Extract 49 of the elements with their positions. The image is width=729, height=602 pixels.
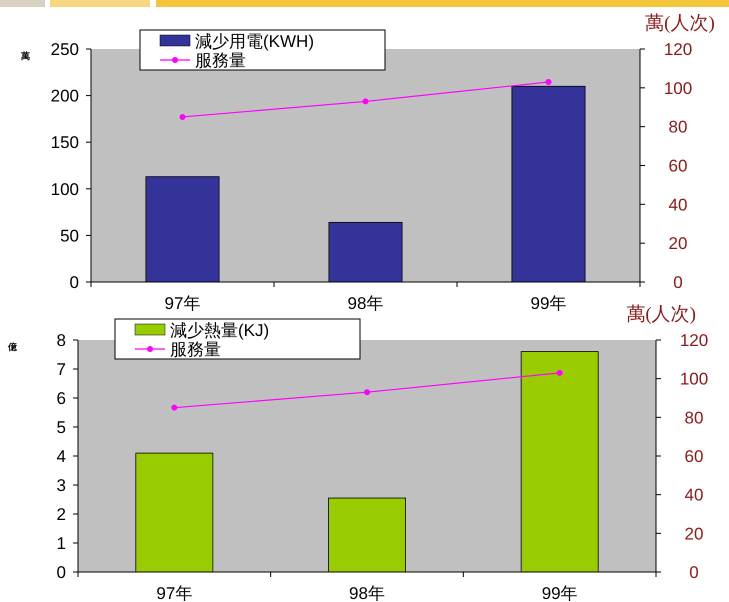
legend-label: 服務量 (170, 340, 221, 359)
y-axis-title: 億 (7, 342, 18, 352)
y2-tick-label: 60 (684, 447, 704, 466)
y-tick-label: 8 (56, 331, 66, 350)
point (171, 404, 178, 411)
y-tick-label: 200 (50, 86, 79, 106)
y2-tick-label: 20 (668, 234, 688, 254)
y2-tick-label: 80 (668, 118, 688, 137)
legend-label: 減少熱量(KJ) (170, 321, 270, 340)
x-tick-label: 97年 (164, 294, 200, 313)
y2-tick-label: 80 (684, 408, 704, 428)
y-tick-label: 6 (56, 389, 66, 408)
y-tick-label: 250 (50, 40, 79, 59)
y-tick-label: 0 (56, 563, 66, 582)
y-tick-label: 50 (60, 226, 79, 246)
y-tick-label: 5 (56, 418, 66, 437)
y2-tick-label: 0 (673, 273, 683, 292)
y2-tick-label: 20 (684, 524, 704, 544)
point (180, 114, 186, 120)
y-tick-label: 0 (70, 273, 79, 292)
x-tick-label: 98年 (348, 294, 384, 313)
point (556, 370, 563, 376)
point (364, 389, 370, 396)
y2-tick-label: 120 (680, 331, 708, 350)
y2-axis-title: 萬(人次) (626, 304, 696, 325)
y2-tick-label: 100 (664, 78, 692, 98)
y-tick-label: 3 (56, 476, 66, 495)
y2-tick-label: 60 (668, 156, 688, 176)
y-tick-label: 4 (56, 447, 66, 466)
y-tick-label: 150 (50, 133, 79, 152)
x-tick-label: 99年 (530, 294, 566, 313)
x-tick-label: 99年 (542, 584, 578, 602)
y-axis-title: 萬 (20, 51, 30, 61)
x-tick-label: 97年 (156, 584, 192, 602)
y2-tick-label: 40 (684, 486, 704, 505)
y2-tick-label: 120 (664, 40, 692, 59)
y2-tick-label: 0 (689, 563, 699, 582)
y2-tick-label: 100 (680, 370, 708, 389)
y-tick-label: 7 (56, 360, 66, 379)
legend-label: 服務量 (195, 51, 246, 70)
y-tick-label: 2 (56, 505, 66, 524)
point (362, 98, 368, 104)
y-tick-label: 100 (50, 180, 79, 199)
legend-label: 減少用電(KWH) (195, 32, 314, 51)
x-tick-label: 98年 (349, 584, 385, 602)
y2-axis-title: 萬(人次) (645, 13, 715, 34)
y2-tick-label: 40 (668, 195, 688, 214)
point (546, 79, 552, 86)
y-tick-label: 1 (56, 534, 66, 553)
